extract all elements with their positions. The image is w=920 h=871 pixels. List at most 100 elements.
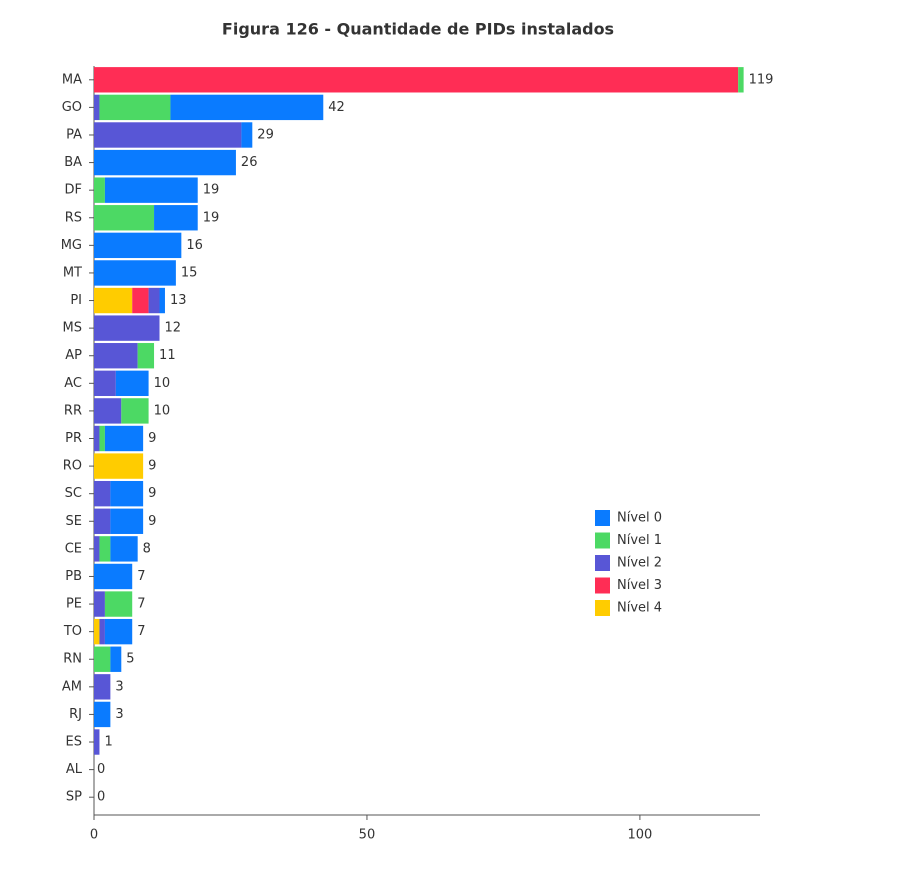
y-tick-label: RR	[64, 403, 82, 418]
y-tick-label: RS	[65, 210, 82, 225]
bar-segment	[94, 67, 739, 93]
bar-segment	[94, 94, 100, 121]
total-label: 3	[115, 707, 123, 722]
y-tick-label: PI	[70, 293, 82, 308]
total-label: 5	[126, 652, 134, 667]
bar-segment	[170, 94, 324, 121]
bar-segment	[104, 618, 133, 645]
y-tick-label: MT	[63, 265, 82, 280]
bar-segment	[99, 618, 105, 645]
total-label: 19	[203, 183, 220, 198]
bar-segment	[241, 122, 253, 148]
bar-segment	[94, 618, 100, 645]
y-tick-label: MG	[61, 238, 82, 253]
bar-segment	[94, 122, 242, 148]
y-tick-label: AC	[64, 376, 82, 391]
total-label: 29	[257, 127, 274, 142]
bar-segment	[94, 701, 111, 728]
y-tick-label: SE	[66, 514, 82, 529]
total-label: 16	[186, 238, 203, 253]
y-tick-label: PA	[66, 127, 82, 142]
total-label: 26	[241, 155, 258, 170]
y-tick-label: SP	[66, 790, 82, 805]
y-tick-label: ES	[66, 735, 82, 750]
bar-segment	[110, 646, 122, 672]
x-tick-label: 0	[90, 828, 98, 843]
y-tick-label: AM	[62, 679, 82, 694]
bar-segment	[94, 591, 105, 617]
total-label: 7	[137, 624, 145, 639]
bar-segment	[94, 563, 133, 590]
total-label: 9	[148, 514, 156, 529]
bar-segment	[121, 398, 149, 424]
y-tick-label: CE	[65, 541, 82, 556]
y-tick-label: MA	[62, 72, 82, 87]
chart-title: Figura 126 - Quantidade de PIDs instalad…	[222, 20, 614, 39]
y-tick-label: PE	[66, 597, 82, 612]
total-label: 19	[203, 210, 220, 225]
bar-segment	[104, 177, 198, 203]
y-tick-label: SC	[65, 486, 82, 501]
y-tick-label: RO	[63, 459, 82, 474]
bar-segment	[110, 480, 144, 507]
bar-segment	[94, 343, 138, 369]
bar-segment	[154, 205, 198, 231]
total-label: 42	[328, 100, 345, 115]
x-tick-label: 100	[627, 828, 652, 843]
bar-segment	[99, 536, 111, 562]
bar-segment	[110, 536, 138, 562]
legend-label: Nível 3	[617, 578, 662, 593]
bar-segment	[94, 508, 111, 534]
bar-segment	[94, 536, 100, 562]
bar-segment	[137, 343, 155, 369]
total-label: 7	[137, 569, 145, 584]
bar-segment	[94, 149, 236, 176]
bar-segment	[110, 508, 144, 534]
legend-swatch	[595, 532, 610, 549]
total-label: 13	[170, 293, 187, 308]
bar-segment	[94, 315, 160, 341]
legend-swatch	[595, 555, 610, 571]
bar-segment	[94, 646, 111, 672]
total-label: 0	[97, 790, 105, 805]
bar-segment	[94, 177, 105, 203]
y-tick-label: AP	[65, 348, 82, 363]
legend-label: Nível 2	[617, 556, 662, 571]
bar-segment	[94, 674, 111, 700]
legend-label: Nível 1	[617, 533, 662, 548]
y-tick-label: RN	[63, 652, 82, 667]
legend-label: Nível 4	[617, 601, 662, 616]
bar-segment	[99, 94, 171, 121]
bar-segment	[94, 425, 100, 452]
x-tick-label: 50	[359, 828, 376, 843]
total-label: 1	[104, 735, 112, 750]
legend-swatch	[595, 510, 610, 526]
total-label: 9	[148, 486, 156, 501]
y-tick-label: GO	[62, 100, 82, 115]
total-label: 8	[143, 541, 151, 556]
total-label: 9	[148, 431, 156, 446]
total-label: 7	[137, 597, 145, 612]
bar-segment	[94, 232, 182, 259]
bar-segment	[104, 591, 133, 617]
y-tick-label: PB	[65, 569, 82, 584]
total-label: 12	[165, 321, 182, 336]
y-tick-label: DF	[65, 183, 83, 198]
total-label: 10	[154, 376, 171, 391]
bar-segment	[132, 287, 149, 314]
bar-segment	[94, 205, 155, 231]
y-tick-label: AL	[66, 762, 83, 777]
total-label: 3	[115, 679, 123, 694]
total-label: 11	[159, 348, 176, 363]
bar-segment	[115, 370, 149, 397]
bar-segment	[159, 287, 165, 314]
legend-swatch	[595, 600, 610, 616]
bar-segment	[148, 287, 160, 314]
y-tick-label: MS	[63, 321, 82, 336]
total-label: 15	[181, 265, 198, 280]
y-tick-label: BA	[64, 155, 82, 170]
total-label: 9	[148, 459, 156, 474]
total-label: 0	[97, 762, 105, 777]
bar-segment	[738, 67, 744, 93]
